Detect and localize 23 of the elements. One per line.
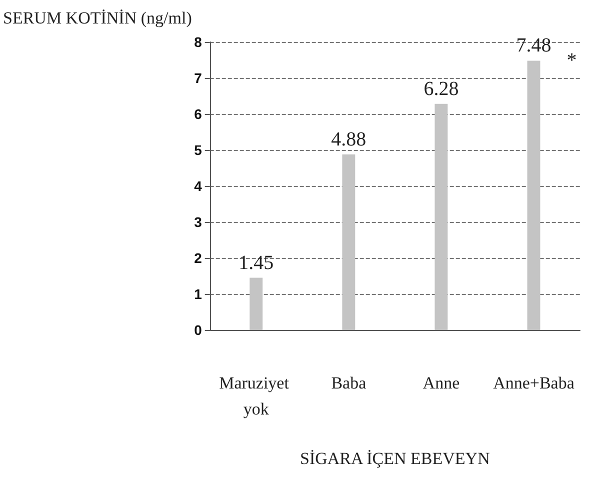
y-tick-label: 3: [194, 214, 202, 230]
annotation: *: [566, 50, 577, 72]
data-label: 7.48: [516, 34, 552, 57]
bar: [434, 104, 448, 330]
y-tick-label: 6: [194, 106, 202, 122]
y-tick-label: 1: [194, 286, 202, 302]
y-tick-label: 0: [194, 322, 202, 338]
bar: [527, 60, 540, 330]
x-tick-label: Maruziyet yok: [219, 374, 294, 418]
y-tick-label: 2: [194, 250, 202, 266]
y-tick-label: 8: [194, 34, 202, 50]
bar: [342, 154, 356, 330]
x-tick-label: Baba: [331, 374, 367, 392]
x-axis-title: SİGARA İÇEN EBEVEYN: [300, 449, 490, 468]
bar: [250, 278, 263, 330]
y-tick-label: 5: [194, 142, 202, 158]
y-tick-label: 7: [194, 70, 202, 86]
x-tick-label: Anne: [422, 374, 460, 392]
x-tick-label: Anne+Baba: [493, 374, 575, 392]
data-label: 4.88: [331, 128, 366, 150]
data-label: 6.28: [424, 78, 459, 100]
y-axis-title: SERUM KOTİNİN (ng/ml): [2, 8, 192, 28]
y-tick-label: 4: [194, 178, 202, 194]
